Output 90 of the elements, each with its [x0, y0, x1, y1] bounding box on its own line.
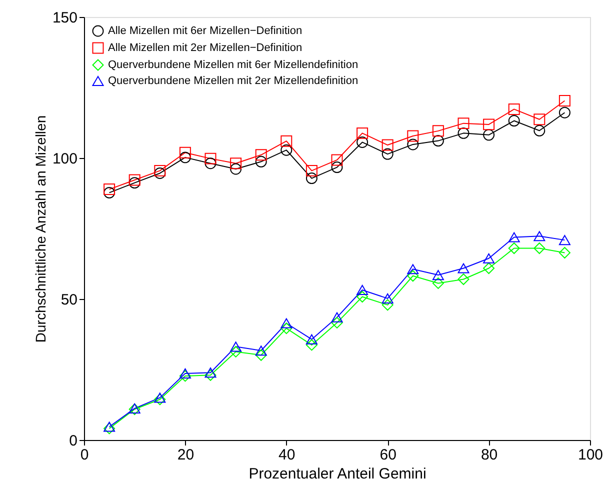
- point: [483, 262, 495, 274]
- point: [128, 177, 140, 189]
- point: [534, 231, 546, 242]
- point: [230, 163, 242, 175]
- legend-label: Querverbundene Mizellen mit 6er Mizellendefinition: [108, 59, 358, 71]
- point: [331, 316, 343, 328]
- x-tick-label: 80: [480, 446, 498, 464]
- point: [280, 144, 292, 156]
- point: [104, 422, 116, 434]
- y-tick-label: 0: [69, 432, 78, 450]
- point: [534, 242, 546, 254]
- point: [331, 154, 343, 166]
- point: [483, 129, 495, 141]
- x-tick-label: 20: [177, 446, 194, 464]
- point: [458, 274, 470, 286]
- point: [306, 164, 318, 176]
- point: [179, 146, 191, 158]
- point: [179, 368, 191, 378]
- point: [280, 322, 292, 334]
- y-tick-label: 50: [60, 292, 78, 308]
- point: [483, 118, 495, 130]
- point: [558, 106, 570, 118]
- point: [407, 270, 419, 282]
- point: [204, 158, 216, 170]
- x-tick-label: 40: [278, 446, 296, 464]
- point: [558, 247, 570, 258]
- point: [508, 242, 520, 254]
- point: [306, 334, 318, 344]
- point: [558, 235, 570, 246]
- point: [508, 103, 520, 115]
- y-axis-title: Durchschnittliche Anzahl an Mizellen: [32, 115, 48, 343]
- point: [179, 370, 191, 382]
- x-axis-title: Prozentualer Anteil Gemini: [248, 466, 426, 482]
- point: [382, 293, 394, 304]
- point: [104, 184, 116, 196]
- point: [306, 172, 318, 184]
- legend-label: Querverbundene Mizellen mit 2er Mizellendefinition: [108, 75, 358, 87]
- point: [356, 284, 368, 296]
- point: [154, 394, 166, 406]
- point: [255, 156, 267, 168]
- x-tick-label: 60: [380, 446, 396, 464]
- point: [128, 174, 140, 186]
- point: [255, 346, 267, 356]
- point: [534, 124, 546, 136]
- point: [508, 232, 520, 242]
- point: [154, 167, 166, 179]
- y-tick-label: 100: [52, 150, 78, 168]
- point: [331, 312, 343, 322]
- point: [458, 118, 470, 130]
- x-tick-label: 100: [578, 446, 604, 464]
- point: [382, 148, 394, 160]
- point: [432, 277, 444, 289]
- point: [179, 152, 191, 164]
- x-tick-label: 0: [80, 446, 89, 464]
- point: [458, 263, 470, 274]
- point: [306, 339, 318, 351]
- point: [407, 264, 419, 274]
- point: [154, 164, 166, 176]
- point: [204, 368, 216, 378]
- point: [255, 349, 267, 361]
- point: [104, 422, 116, 432]
- point: [331, 162, 343, 174]
- point: [356, 291, 368, 302]
- point: [508, 115, 520, 127]
- point: [432, 135, 444, 147]
- point: [204, 152, 216, 164]
- point: [230, 342, 242, 352]
- point: [382, 139, 394, 151]
- point: [255, 149, 267, 161]
- point: [154, 392, 166, 403]
- point: [230, 346, 242, 358]
- point: [356, 136, 368, 148]
- legend-label: Alle Mizellen mit 6er Mizellen−Definition: [108, 25, 302, 37]
- point: [407, 138, 419, 150]
- point: [382, 299, 394, 311]
- point: [356, 127, 368, 139]
- point: [432, 125, 444, 137]
- point: [407, 130, 419, 142]
- point: [280, 135, 292, 147]
- point: [432, 270, 444, 280]
- legend-label: Alle Mizellen mit 2er Mizellen−Definition: [108, 42, 302, 54]
- point: [458, 127, 470, 139]
- point: [204, 369, 216, 381]
- point: [558, 95, 570, 106]
- point: [534, 114, 546, 126]
- y-tick-label: 150: [52, 10, 78, 26]
- point: [230, 158, 242, 170]
- point: [104, 186, 116, 198]
- point: [280, 318, 292, 328]
- point: [483, 253, 495, 264]
